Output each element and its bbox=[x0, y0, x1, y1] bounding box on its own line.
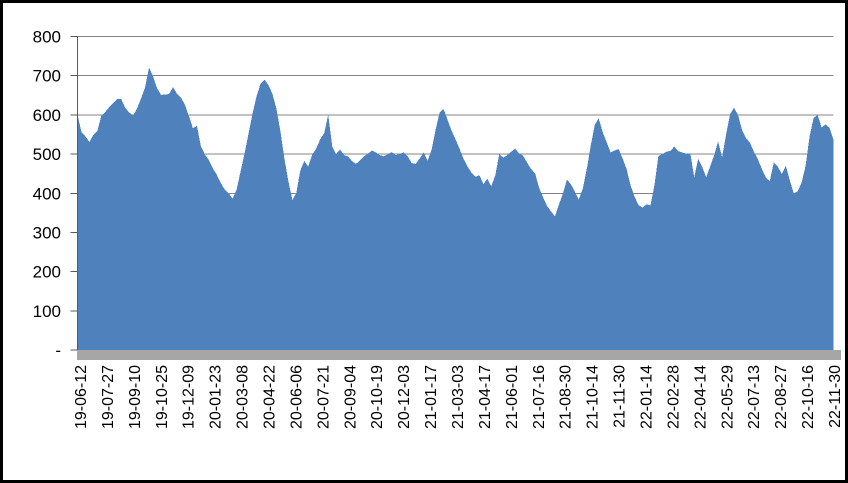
x-axis-label: 20-04-22 bbox=[262, 365, 279, 429]
x-axis-label: 21-10-14 bbox=[585, 365, 602, 429]
y-axis-label: 100 bbox=[33, 302, 61, 321]
x-axis-label: 22-05-29 bbox=[719, 365, 736, 429]
x-axis-label: 19-10-25 bbox=[154, 365, 171, 429]
y-axis-label: 600 bbox=[33, 106, 61, 125]
y-axis-label: 200 bbox=[33, 263, 61, 282]
y-axis-label: 300 bbox=[33, 223, 61, 242]
x-axis-label: 20-09-04 bbox=[342, 365, 359, 429]
x-axis-band bbox=[77, 350, 841, 360]
x-axis-label: 20-10-19 bbox=[369, 365, 386, 429]
x-axis-label: 22-08-27 bbox=[773, 365, 790, 429]
x-axis-label: 22-02-28 bbox=[665, 365, 682, 429]
x-axis-label: 22-11-30 bbox=[827, 365, 844, 428]
y-axis-label: - bbox=[55, 341, 61, 360]
x-axis-label: 20-07-21 bbox=[315, 365, 332, 429]
area-chart: 800 700 600 500 400 300 200 100 - 19-06-12 19-07-… bbox=[33, 28, 844, 430]
x-axis-label: 20-12-03 bbox=[396, 365, 413, 429]
y-axis-label: 800 bbox=[33, 28, 61, 47]
x-axis-label: 20-01-23 bbox=[208, 365, 225, 429]
x-axis-label: 21-11-30 bbox=[612, 365, 629, 428]
y-axis bbox=[70, 36, 78, 351]
x-axis-label: 19-07-27 bbox=[100, 365, 117, 429]
x-axis-label: 22-10-16 bbox=[800, 365, 817, 429]
x-axis-label: 21-08-30 bbox=[558, 365, 575, 429]
x-axis-label: 19-06-12 bbox=[73, 365, 90, 429]
x-axis-label: 21-04-17 bbox=[477, 365, 494, 429]
x-axis-label: 21-01-17 bbox=[423, 365, 440, 429]
x-axis-label: 21-07-16 bbox=[531, 365, 548, 429]
x-axis-label: 21-06-01 bbox=[504, 365, 521, 429]
x-axis-label: 21-03-03 bbox=[450, 365, 467, 429]
x-axis-labels: 19-06-12 19-07-27 19-09-10 19-10-25 19-12-09… bbox=[73, 365, 844, 429]
y-axis-labels: 800 700 600 500 400 300 200 100 - bbox=[33, 28, 61, 361]
x-axis-label: 19-09-10 bbox=[127, 365, 144, 429]
x-axis-label: 22-01-14 bbox=[639, 365, 656, 429]
x-axis-label: 22-04-14 bbox=[692, 365, 709, 429]
x-axis-label: 20-03-08 bbox=[235, 365, 252, 429]
y-axis-label: 500 bbox=[33, 145, 61, 164]
y-axis-label: 400 bbox=[33, 184, 61, 203]
x-axis-label: 19-12-09 bbox=[181, 365, 198, 429]
x-axis-label: 20-06-06 bbox=[288, 365, 305, 429]
area-series bbox=[77, 67, 834, 350]
x-axis-label: 22-07-13 bbox=[746, 365, 763, 429]
y-axis-label: 700 bbox=[33, 67, 61, 86]
